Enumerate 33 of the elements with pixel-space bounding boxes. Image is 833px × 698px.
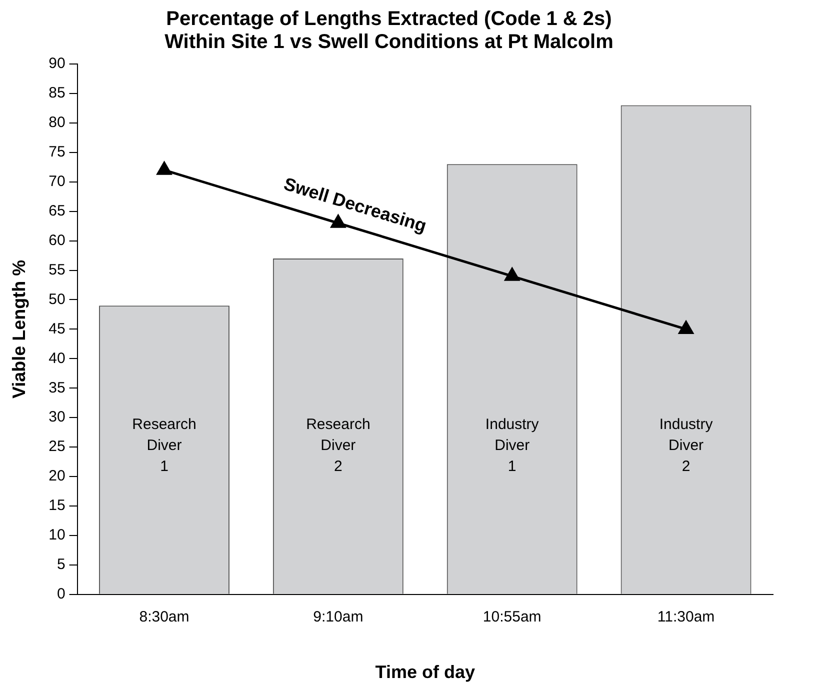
y-axis-title: Viable Length % bbox=[8, 260, 29, 399]
y-tick-label: 50 bbox=[48, 290, 66, 308]
y-tick-label: 15 bbox=[48, 497, 66, 514]
y-tick-label: 75 bbox=[48, 144, 66, 161]
y-tick-label: 5 bbox=[56, 556, 66, 574]
y-tick-label: 10 bbox=[48, 526, 66, 544]
y-tick-label: 55 bbox=[48, 261, 66, 278]
x-tick-label: 9:10am bbox=[313, 608, 364, 626]
x-axis-title: Time of day bbox=[375, 662, 475, 682]
x-tick-label: 11:30am bbox=[657, 608, 715, 626]
point bbox=[678, 320, 694, 334]
y-tick-label: 85 bbox=[48, 84, 66, 102]
annotation: Research Diver 1 bbox=[132, 416, 196, 476]
annotation: Industry Diver 2 bbox=[659, 416, 714, 476]
y-tick-label: 65 bbox=[48, 202, 66, 220]
y-tick-label: 80 bbox=[48, 114, 66, 132]
y-tick-label: 25 bbox=[48, 438, 66, 456]
y-tick-label: 70 bbox=[48, 173, 66, 190]
y-tick-label: 45 bbox=[48, 320, 66, 338]
point bbox=[504, 268, 520, 281]
y-tick-label: 40 bbox=[48, 350, 66, 367]
annotation: Research Diver 2 bbox=[306, 416, 370, 476]
y-tick-label: 0 bbox=[56, 586, 66, 603]
chart-title: Percentage of Lengths Extracted (Code 1 & 2s) Within Site 1 vs Swell Conditions at Pt Malcolm bbox=[164, 8, 614, 54]
y-tick-label: 35 bbox=[48, 379, 66, 396]
x-tick-label: 10:55am bbox=[482, 608, 542, 626]
y-tick-label: 20 bbox=[48, 468, 66, 485]
x-tick-label: 8:30am bbox=[139, 608, 190, 626]
annotation: Industry Diver 1 bbox=[485, 416, 540, 476]
point bbox=[156, 162, 172, 175]
y-tick-label: 90 bbox=[48, 55, 66, 72]
y-tick-label: 30 bbox=[48, 408, 66, 426]
y-tick-label: 60 bbox=[48, 232, 66, 249]
